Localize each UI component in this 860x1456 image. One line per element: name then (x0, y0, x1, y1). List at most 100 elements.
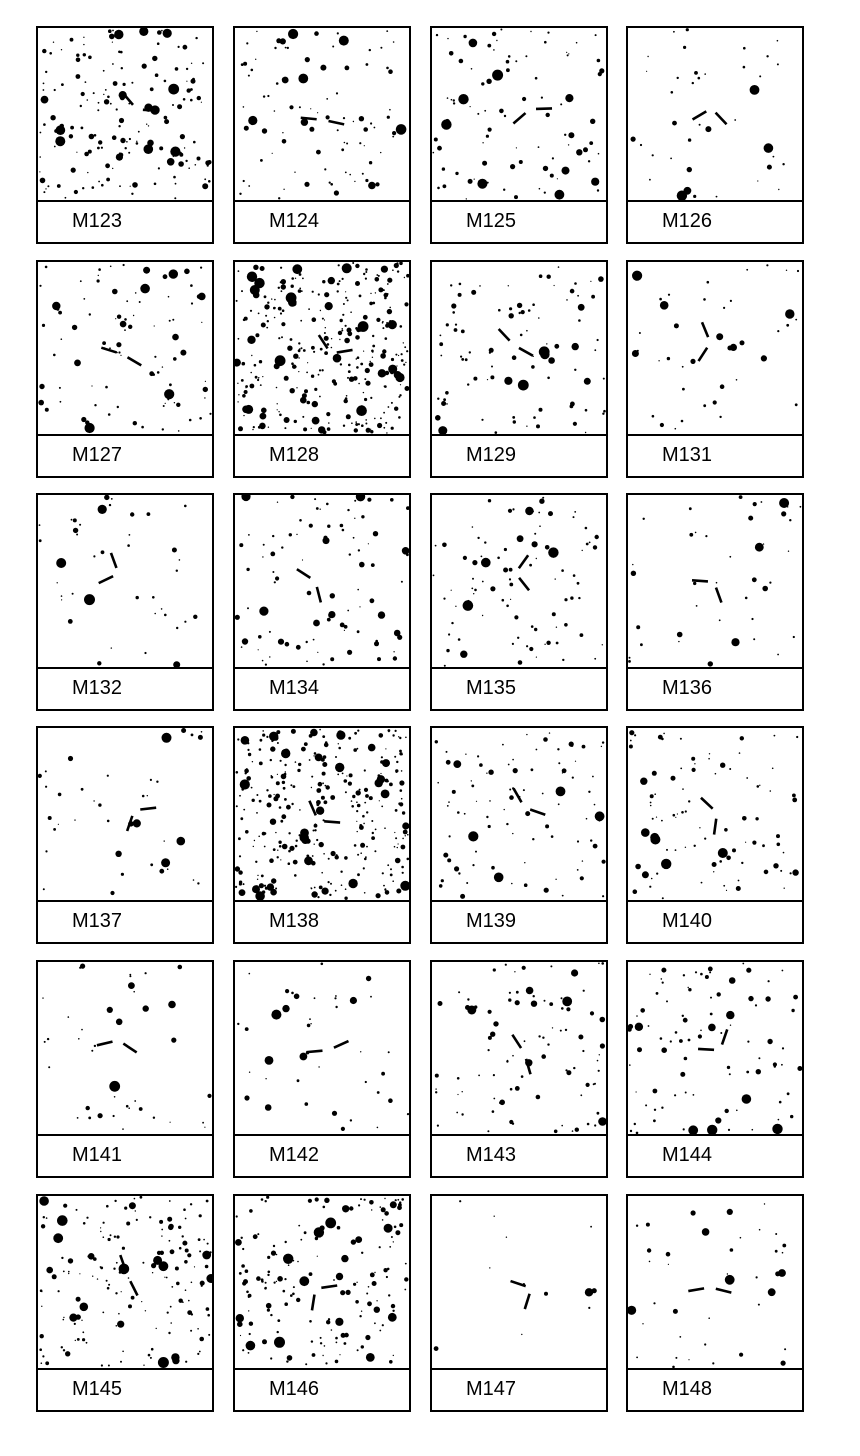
star (505, 59, 510, 64)
star (657, 734, 663, 740)
star (115, 318, 117, 320)
star (754, 542, 764, 552)
star (363, 145, 365, 147)
star (315, 806, 325, 815)
star (323, 1345, 326, 1347)
star (448, 801, 450, 803)
star (577, 294, 579, 297)
star (357, 853, 360, 856)
star (42, 48, 47, 54)
star (374, 1322, 376, 1325)
star (75, 1208, 78, 1211)
star (561, 894, 564, 897)
star (260, 159, 263, 162)
star (755, 817, 759, 821)
star (339, 622, 345, 628)
star (681, 811, 684, 814)
star (454, 323, 458, 326)
star (324, 1197, 330, 1203)
star (344, 65, 350, 71)
star (257, 649, 259, 651)
star (281, 309, 285, 312)
star (110, 890, 115, 896)
star (649, 794, 654, 799)
star (280, 290, 283, 293)
star (165, 736, 170, 741)
star (111, 135, 117, 140)
star (177, 104, 183, 110)
target-marker-tick (140, 806, 157, 811)
star (594, 657, 597, 660)
star (511, 642, 514, 645)
star (291, 991, 294, 995)
star (372, 531, 379, 537)
star (568, 53, 570, 55)
target-marker-tick (96, 1040, 113, 1047)
star (300, 828, 309, 838)
star (446, 97, 449, 99)
star (62, 1318, 65, 1321)
star (517, 660, 523, 665)
star (516, 302, 523, 309)
star (197, 734, 203, 740)
star (437, 145, 442, 151)
star (676, 631, 683, 638)
star (460, 893, 466, 899)
star (116, 405, 120, 409)
star (572, 421, 577, 426)
star (380, 789, 390, 799)
star (675, 816, 677, 818)
star (279, 38, 286, 45)
star (757, 180, 759, 182)
star (546, 274, 551, 279)
star (653, 1119, 656, 1123)
star (452, 99, 455, 102)
star (575, 41, 578, 44)
star (124, 318, 127, 321)
star (629, 739, 632, 742)
star (341, 263, 352, 274)
star (698, 123, 701, 126)
star (350, 311, 352, 313)
star (45, 1361, 50, 1366)
star (132, 819, 141, 828)
panel-label: M134 (269, 677, 320, 699)
star (374, 1271, 376, 1274)
star (102, 69, 105, 72)
finding-chart-panel: M144 (626, 960, 804, 1178)
star (256, 812, 258, 814)
star (337, 743, 339, 745)
star (639, 143, 643, 147)
star (724, 1108, 729, 1114)
star (159, 1219, 164, 1224)
star (261, 831, 266, 836)
star (532, 355, 534, 357)
star (193, 140, 196, 144)
star (433, 137, 438, 142)
star (603, 409, 606, 413)
star (300, 347, 303, 350)
star (279, 312, 283, 315)
star (355, 495, 366, 502)
star (141, 1301, 143, 1303)
target-marker-tick (125, 815, 134, 832)
star (112, 167, 114, 170)
star (389, 320, 392, 322)
star (706, 280, 710, 284)
star (168, 269, 178, 279)
star (317, 781, 323, 787)
star (679, 1039, 683, 1043)
star (684, 846, 687, 848)
star (122, 1128, 124, 1130)
star (120, 137, 126, 144)
star (49, 52, 52, 55)
star (585, 542, 589, 546)
star (198, 1214, 202, 1218)
star (571, 969, 579, 977)
star (128, 1202, 136, 1210)
star (667, 1263, 669, 1265)
star (515, 60, 518, 63)
star (719, 415, 722, 419)
star (184, 620, 187, 623)
star (299, 1276, 310, 1287)
